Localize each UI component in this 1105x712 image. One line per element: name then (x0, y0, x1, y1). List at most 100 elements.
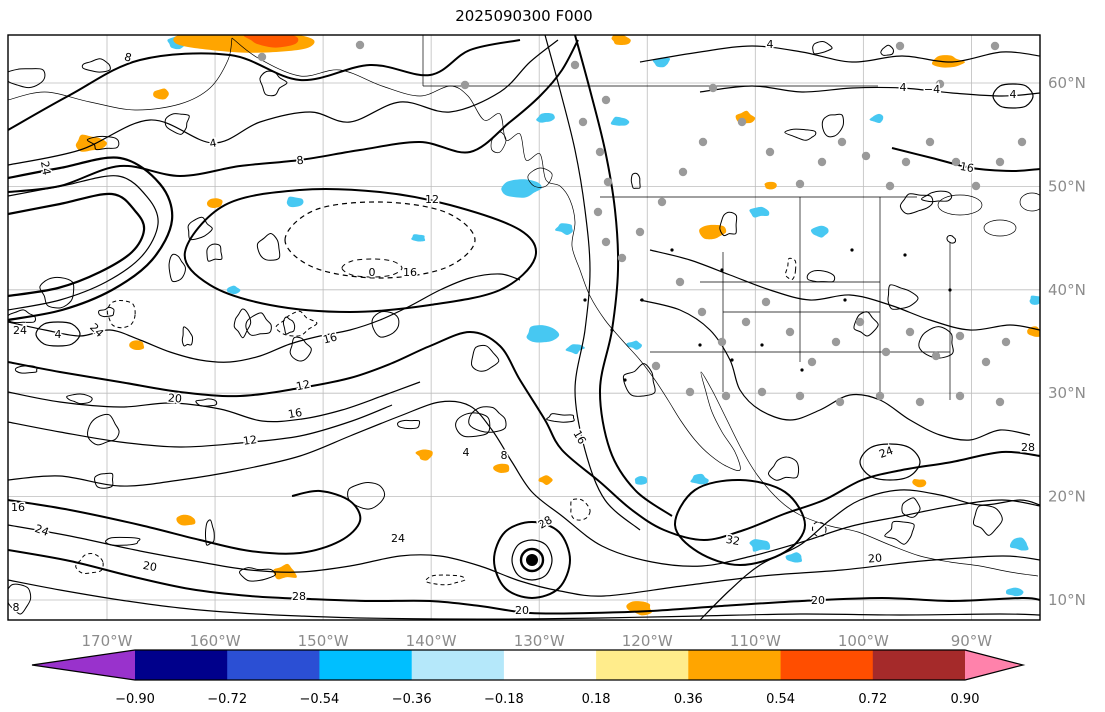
lake-outline (1019, 192, 1040, 212)
contour-label: 20 (868, 551, 883, 565)
colorbar-tick-label: 0.18 (582, 692, 611, 707)
colorbar-tick-label: −0.72 (207, 692, 247, 707)
contour-line (8, 381, 421, 423)
contour-line (649, 249, 1040, 331)
station-dot (885, 181, 895, 191)
contour-label: 12 (295, 378, 311, 394)
colorbar-tick-label: 0.72 (858, 692, 887, 707)
contour-label: 16 (570, 428, 588, 447)
negative-shading-patch (652, 57, 671, 68)
contour-line (8, 331, 1040, 541)
station-dot (807, 357, 817, 367)
colorbar-over-arrow (965, 650, 1023, 680)
contour-label: 24 (877, 444, 895, 461)
station-dot (570, 60, 580, 70)
colorbar-segment (411, 650, 505, 680)
positive-shading-patch (493, 463, 510, 473)
contour-label: 4 (463, 446, 470, 459)
colorbar-segment (780, 650, 874, 680)
contour-label: 4 (1010, 88, 1017, 101)
station-dot (678, 167, 688, 177)
contour-label: 24 (38, 160, 53, 176)
negative-shading-patch (626, 340, 642, 350)
contour-line (544, 35, 641, 531)
station-dot (717, 337, 727, 347)
positive-shading-patch (626, 601, 652, 616)
contour-label: 24 (33, 522, 51, 539)
negative-shading-patch (749, 539, 771, 552)
negative-shading-patch (634, 476, 648, 485)
basemap (8, 35, 1040, 577)
station-dot (765, 147, 775, 157)
lake-outline (983, 219, 1017, 237)
colorbar-tick-label: −0.90 (115, 692, 155, 707)
contour-label: 16 (322, 330, 339, 346)
colorbar-segment (596, 650, 689, 680)
positive-shading-patch (699, 224, 727, 240)
colorbar-tick-label: 0.54 (766, 692, 795, 707)
station-dot (831, 337, 841, 347)
station-dot (601, 237, 611, 247)
x-tick-label: 170°W (82, 632, 133, 650)
station-dots (257, 40, 1027, 407)
station-dot (931, 351, 941, 361)
y-tick-label: 50°N (1048, 177, 1086, 195)
x-tick-label: 150°W (298, 632, 349, 650)
coastline (231, 37, 1039, 577)
colorbar: −0.90 −0.72 −0.54 −0.36 −0.18 0.18 0.36 0.54 0.7… (31, 649, 1026, 707)
x-tick-label: 140°W (406, 632, 457, 650)
station-dot (1017, 137, 1027, 147)
positive-shading-patch (764, 181, 777, 190)
contour-line (8, 524, 1040, 597)
island-outline (490, 131, 507, 154)
positive-strong-shading-patch (243, 35, 299, 48)
station-dot (578, 117, 588, 127)
contour-line (35, 321, 81, 347)
x-tick-label: 130°W (514, 632, 565, 650)
station-dot (635, 227, 645, 237)
positive-shading-patch (538, 475, 553, 485)
contour-line (183, 187, 538, 313)
positive-shading-patch (611, 35, 631, 46)
positive-shading-patch (129, 340, 145, 351)
contour-label: 32 (725, 533, 741, 548)
contour-line (8, 39, 521, 131)
y-tick-label: 30°N (1048, 384, 1086, 402)
station-dot (795, 179, 805, 189)
station-dot (685, 387, 695, 397)
station-dot (460, 80, 470, 90)
station-dot (995, 397, 1005, 407)
station-dot (795, 391, 805, 401)
station-dot (593, 207, 603, 217)
y-tick-label: 60°N (1048, 74, 1086, 92)
station-dot (737, 117, 747, 127)
station-dot (861, 151, 871, 161)
station-dot (651, 361, 661, 371)
colorbar-segment (688, 650, 781, 680)
x-tick-label: 120°W (622, 632, 673, 650)
colorbar-tick-label: 0.90 (951, 692, 980, 707)
station-dot (875, 391, 885, 401)
contour-line (511, 539, 553, 581)
contour-label: 4 (767, 38, 774, 51)
station-dot (785, 327, 795, 337)
contour-line (8, 400, 1040, 567)
negative-shading-patch (411, 234, 426, 242)
contour-label: 4 (900, 81, 907, 94)
plot-title: 2025090300 F000 (455, 7, 593, 25)
x-axis-labels: 170°W 160°W 150°W 140°W 130°W 120°W 110°W 100°W… (82, 632, 993, 650)
contour-line (639, 299, 1031, 441)
negative-shading-patch (286, 196, 304, 208)
contour-label: 16 (403, 266, 417, 279)
micro-dots (583, 248, 952, 382)
contour-line (493, 521, 571, 599)
contour-line (341, 258, 403, 278)
contour-lines (8, 35, 1040, 620)
negative-shading-patch (869, 113, 884, 124)
negative-shading-patch (749, 206, 770, 218)
contour-label: 16 (959, 160, 975, 175)
positive-shading-patch (176, 514, 196, 526)
station-dot (935, 79, 945, 89)
contour-label: −4 (924, 83, 940, 96)
negative-shading-patch (1029, 295, 1040, 305)
